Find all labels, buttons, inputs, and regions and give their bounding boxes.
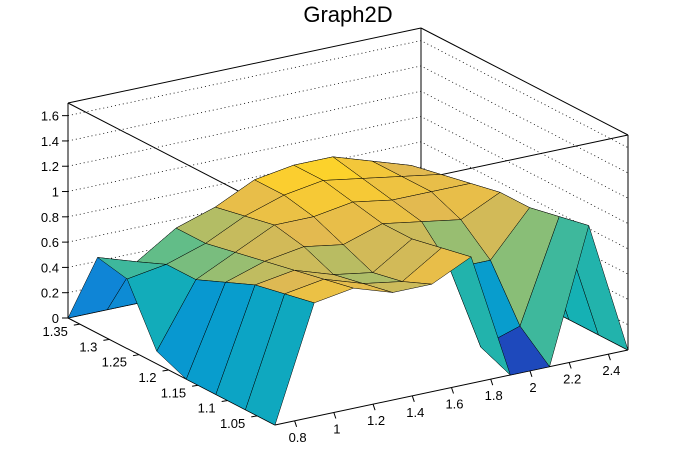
- y-tick: [221, 400, 228, 403]
- x-tick: [529, 370, 533, 377]
- x-tick: [607, 354, 611, 361]
- y-tick-label: 1.1: [198, 401, 216, 416]
- y-tick: [73, 323, 80, 326]
- x-tick-label: 0.8: [289, 430, 307, 445]
- grid-line: [67, 116, 629, 224]
- x-tick-label: 2: [529, 380, 536, 395]
- z-tick-label: 0.4: [41, 260, 59, 275]
- x-tick: [333, 412, 337, 419]
- x-tick: [490, 379, 494, 386]
- grid-line: [67, 90, 629, 199]
- x-tick-label: 1.6: [445, 397, 463, 412]
- grid-line: [67, 141, 629, 250]
- x-tick-label: 1.4: [406, 405, 424, 420]
- y-tick-label: 1.35: [43, 324, 68, 339]
- y-tick: [162, 369, 169, 372]
- y-tick-label: 1.2: [138, 370, 156, 385]
- z-tick-label: 1.4: [41, 134, 59, 149]
- x-tick: [451, 387, 454, 394]
- y-tick: [251, 415, 258, 418]
- x-tick: [568, 362, 572, 369]
- y-tick-label: 1.05: [220, 416, 245, 431]
- x-tick-label: 1.8: [485, 388, 503, 403]
- x-tick-label: 2.2: [563, 372, 581, 387]
- y-tick: [103, 338, 110, 341]
- y-tick-label: 1.25: [102, 355, 127, 370]
- z-tick-label: 0.8: [41, 210, 59, 225]
- z-tick-label: 0.2: [41, 286, 59, 301]
- z-tick-label: 1.2: [41, 159, 59, 174]
- z-tick-label: 0.6: [41, 235, 59, 250]
- x-tick: [411, 395, 415, 402]
- x-tick: [372, 404, 376, 411]
- x-tick-label: 1: [333, 422, 340, 437]
- x-tick-label: 2.4: [602, 363, 620, 378]
- y-tick: [132, 354, 140, 357]
- grid-line: [67, 65, 629, 174]
- grid-line: [67, 40, 629, 149]
- box-edge: [67, 27, 422, 104]
- y-tick: [192, 384, 199, 387]
- y-tick-label: 1.3: [79, 339, 97, 354]
- box-edge: [420, 27, 629, 136]
- chart-title: Graph2D: [303, 2, 392, 27]
- z-tick-label: 1: [52, 185, 59, 200]
- surface-cell: [245, 293, 315, 426]
- z-tick-label: 0: [52, 311, 59, 326]
- x-tick-label: 1.2: [367, 413, 385, 428]
- z-tick-label: 1.6: [41, 109, 59, 124]
- y-tick-label: 1.15: [161, 385, 186, 400]
- x-tick: [294, 420, 298, 427]
